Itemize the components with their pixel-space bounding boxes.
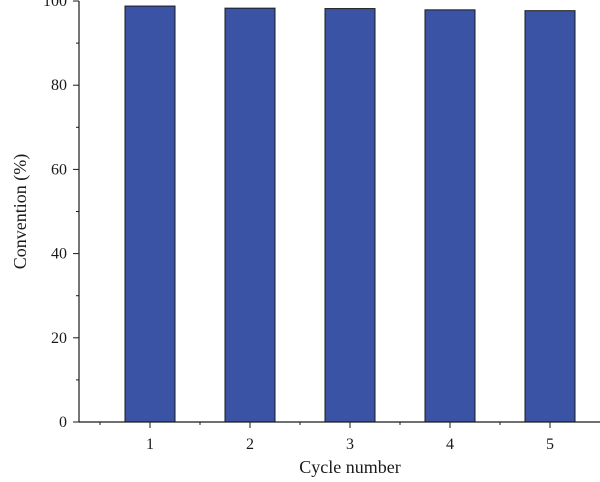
x-axis-title: Cycle number	[299, 457, 400, 477]
ticks-group: 0 20 40 60 80 100 1 2 3 4 5	[43, 0, 554, 453]
x-tick-label: 1	[146, 436, 154, 453]
y-tick-label: 20	[51, 330, 67, 347]
bar-cycle-1	[124, 5, 176, 423]
y-tick-label: 100	[43, 0, 67, 10]
x-tick-label: 5	[546, 436, 554, 453]
bars-group	[124, 5, 576, 423]
y-tick-label: 80	[51, 77, 67, 94]
x-tick-label: 3	[346, 436, 354, 453]
y-tick-label: 40	[51, 246, 67, 263]
y-axis-title: Convention (%)	[10, 154, 31, 269]
x-tick-label: 2	[246, 436, 254, 453]
y-tick-label: 60	[51, 161, 67, 178]
bar-cycle-5	[524, 10, 576, 423]
bar-cycle-3	[324, 8, 376, 423]
bar-cycle-4	[424, 9, 476, 423]
y-tick-label: 0	[59, 414, 67, 431]
bar-cycle-2	[224, 7, 276, 423]
x-tick-label: 4	[446, 436, 454, 453]
